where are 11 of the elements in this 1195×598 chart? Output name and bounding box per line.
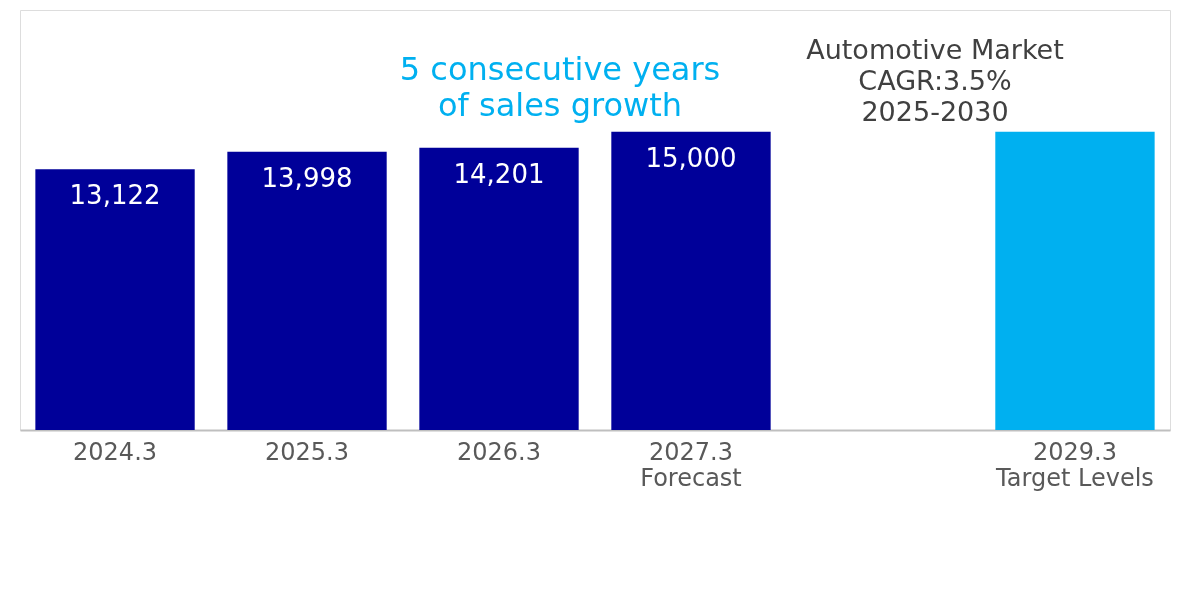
data-label: 13,122 <box>69 180 161 211</box>
x-tick-label: 2027.3 Forecast <box>640 437 742 492</box>
x-tick-label: 2026.3 <box>457 437 541 466</box>
x-tick-label: 2024.3 <box>73 437 158 466</box>
data-label: 14,201 <box>453 158 545 189</box>
x-tick-label: 2029.3 Target Levels <box>995 437 1154 492</box>
text: Automotive Market CAGR:3.5% 2025-2030 <box>806 34 1064 127</box>
text: 5 consecutive years of sales growth <box>399 50 721 124</box>
data-label: 13,998 <box>261 162 353 193</box>
data-label: 15,000 <box>645 142 737 173</box>
x-tick-label: 2025.3 <box>265 437 350 466</box>
